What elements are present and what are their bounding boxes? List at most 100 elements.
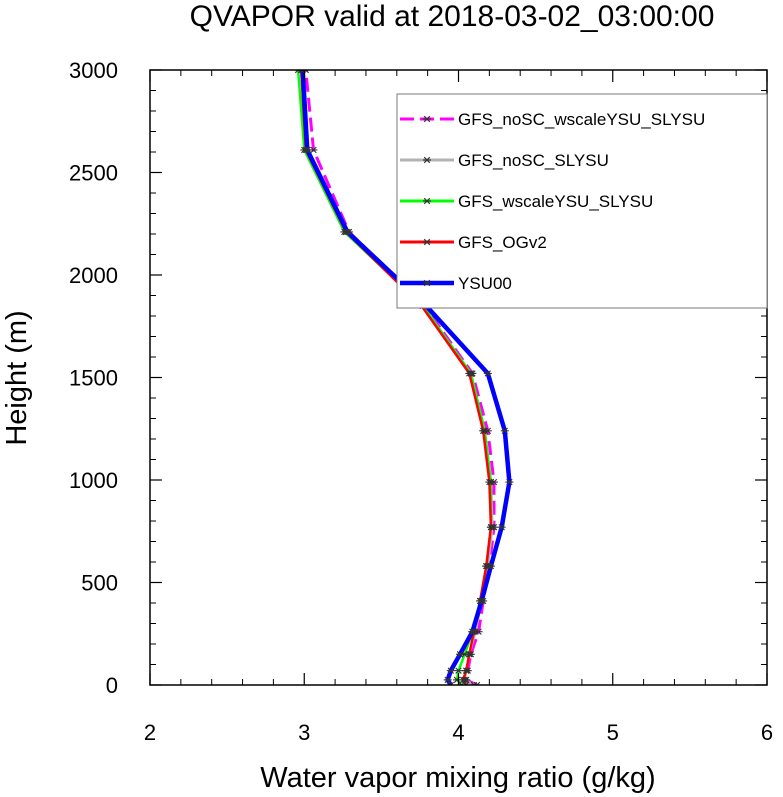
- y-tick-label: 2500: [69, 161, 118, 186]
- data-point-stroke: [487, 523, 495, 531]
- data-point: [423, 115, 431, 123]
- data-point: [454, 667, 463, 674]
- data-point: [457, 681, 466, 685]
- data-point-stroke: [465, 681, 470, 685]
- data-point-stroke: [506, 478, 513, 486]
- data-point-stroke: [476, 681, 481, 685]
- data-point-stroke: [455, 667, 462, 674]
- data-point-stroke: [456, 651, 464, 658]
- legend: GFS_noSC_wscaleYSU_SLYSU GFS_noSC_SLYSU GF…: [396, 93, 768, 309]
- data-point: [468, 628, 477, 635]
- data-point: [446, 681, 455, 685]
- legend-label: YSU00: [458, 274, 512, 293]
- data-point-stroke: [444, 676, 451, 684]
- legend-item-GFS_noSC_SLYSU: GFS_noSC_SLYSU: [400, 151, 609, 170]
- data-point: [456, 651, 465, 658]
- legend-item-GFS_noSC_wscaleYSU_SLYSU: GFS_noSC_wscaleYSU_SLYSU: [400, 110, 705, 129]
- data-point-stroke: [479, 427, 487, 434]
- data-point: [443, 676, 452, 684]
- chart-title: QVAPOR valid at 2018-03-02_03:00:00: [190, 0, 715, 33]
- y-tick-label: 0: [106, 673, 118, 698]
- data-point-stroke: [447, 681, 452, 685]
- data-point-stroke: [423, 197, 431, 205]
- legend-box: [396, 93, 768, 309]
- data-point: [505, 478, 514, 486]
- x-tick-label: 2: [144, 720, 156, 745]
- data-point-stroke: [447, 667, 454, 674]
- x-axis-title: Water vapor mixing ratio (g/kg): [260, 762, 655, 794]
- data-point: [497, 523, 506, 531]
- data-point: [446, 667, 455, 674]
- legend-label: GFS_OGv2: [458, 233, 547, 252]
- data-point: [465, 651, 474, 658]
- y-tick-label: 2000: [69, 263, 118, 288]
- data-point: [423, 279, 431, 287]
- data-point-stroke: [450, 681, 454, 685]
- data-point: [486, 523, 495, 531]
- data-point-stroke: [463, 667, 470, 674]
- y-tick-label: 1500: [69, 366, 118, 391]
- data-point: [462, 681, 471, 685]
- data-point: [485, 478, 494, 486]
- data-point-stroke: [501, 427, 508, 434]
- data-point: [343, 228, 352, 236]
- data-point: [423, 197, 431, 205]
- x-tick-label: 4: [452, 720, 464, 745]
- data-point-stroke: [486, 478, 493, 486]
- data-point-stroke: [297, 70, 302, 74]
- data-point: [423, 156, 431, 164]
- data-point-stroke: [487, 562, 495, 570]
- data-point: [303, 146, 312, 154]
- data-point-stroke: [423, 279, 431, 287]
- data-point-stroke: [459, 676, 467, 684]
- data-point-stroke: [478, 597, 485, 605]
- data-point: [486, 562, 495, 570]
- data-point-stroke: [294, 70, 299, 74]
- data-point: [477, 597, 486, 605]
- legend-item-GFS_OGv2: GFS_OGv2: [400, 233, 547, 252]
- legend-item-GFS_wscaleYSU_SLYSU: GFS_wscaleYSU_SLYSU: [400, 192, 653, 211]
- data-point-stroke: [423, 238, 431, 246]
- y-axis-title: Height (m): [1, 310, 33, 445]
- x-tick-label: 6: [761, 720, 773, 745]
- data-point: [500, 427, 509, 434]
- data-point-stroke: [470, 681, 475, 685]
- y-tick-label: 3000: [69, 58, 118, 83]
- data-point-stroke: [299, 70, 304, 74]
- data-point: [465, 370, 474, 377]
- data-point: [462, 667, 471, 674]
- data-point-stroke: [305, 70, 309, 74]
- data-point-stroke: [423, 115, 431, 123]
- data-point: [297, 70, 306, 74]
- data-point-stroke: [344, 228, 351, 236]
- data-point-stroke: [460, 681, 465, 685]
- plot-area: [294, 70, 514, 685]
- legend-label: GFS_noSC_SLYSU: [458, 151, 609, 170]
- legend-item-YSU00: YSU00: [400, 274, 512, 293]
- data-point: [423, 238, 431, 246]
- axes: 2 3 4 5 6 0 500 1000 1500 2000 2500 3000: [69, 58, 773, 745]
- data-point-stroke: [304, 146, 311, 154]
- data-point-stroke: [463, 681, 467, 685]
- data-point-stroke: [423, 156, 431, 164]
- y-tick-label: 500: [81, 571, 118, 596]
- data-point-stroke: [300, 70, 305, 74]
- x-tick-label: 3: [298, 720, 310, 745]
- x-tick-label: 5: [607, 720, 619, 745]
- data-point-stroke: [469, 628, 476, 635]
- data-point-stroke: [484, 370, 491, 377]
- legend-label: GFS_wscaleYSU_SLYSU: [458, 192, 653, 211]
- data-point-stroke: [461, 651, 468, 658]
- data-point-stroke: [458, 681, 463, 685]
- data-point-stroke: [310, 146, 317, 154]
- data-point-stroke: [466, 370, 473, 377]
- data-point-stroke: [466, 651, 473, 658]
- data-point-stroke: [473, 681, 478, 685]
- data-point: [469, 681, 478, 685]
- y-tick-label: 1000: [69, 468, 118, 493]
- data-point-stroke: [483, 562, 490, 570]
- data-point-stroke: [498, 523, 505, 531]
- legend-label: GFS_noSC_wscaleYSU_SLYSU: [458, 110, 705, 129]
